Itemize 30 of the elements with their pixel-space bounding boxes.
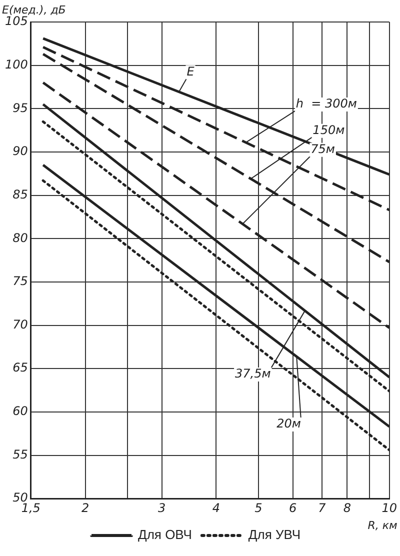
x-tick-label: 3 — [158, 500, 166, 515]
x-tick-label: 2 — [81, 500, 90, 515]
x-tick-label: 1,5 — [21, 500, 40, 515]
x-tick-label: 5 — [254, 500, 262, 515]
y-tick-label: 90 — [12, 144, 28, 158]
y-axis-title: E(мед.), дБ — [2, 3, 66, 16]
annotation: 37,5м — [235, 366, 271, 381]
annotation: 150м — [312, 122, 345, 137]
annotation: h = 300м — [296, 96, 357, 111]
y-tick-label: 95 — [12, 100, 28, 115]
x-tick-label: 10 — [382, 500, 398, 515]
y-tick-label: 70 — [12, 317, 28, 332]
y-tick-label: 55 — [12, 447, 28, 462]
x-tick-label: 6 — [289, 500, 298, 515]
annotation: E — [186, 64, 195, 78]
y-tick-label: 105 — [5, 14, 28, 28]
legend-label: Для ОВЧ — [138, 527, 192, 542]
annotation: 20м — [276, 416, 301, 431]
y-tick-label: 80 — [12, 230, 28, 245]
legend-label: Для УВЧ — [248, 527, 300, 542]
y-tick-label: 65 — [12, 360, 28, 375]
y-tick-label: 100 — [5, 57, 28, 72]
y-tick-label: 85 — [12, 187, 28, 202]
annotation: 75м — [310, 142, 335, 156]
x-tick-label: 4 — [212, 500, 220, 515]
x-axis-title: R, км — [368, 518, 398, 532]
x-tick-label: 7 — [318, 500, 326, 515]
y-tick-label: 60 — [12, 404, 28, 418]
y-tick-label: 75 — [12, 274, 28, 288]
x-tick-label: 8 — [343, 500, 352, 515]
